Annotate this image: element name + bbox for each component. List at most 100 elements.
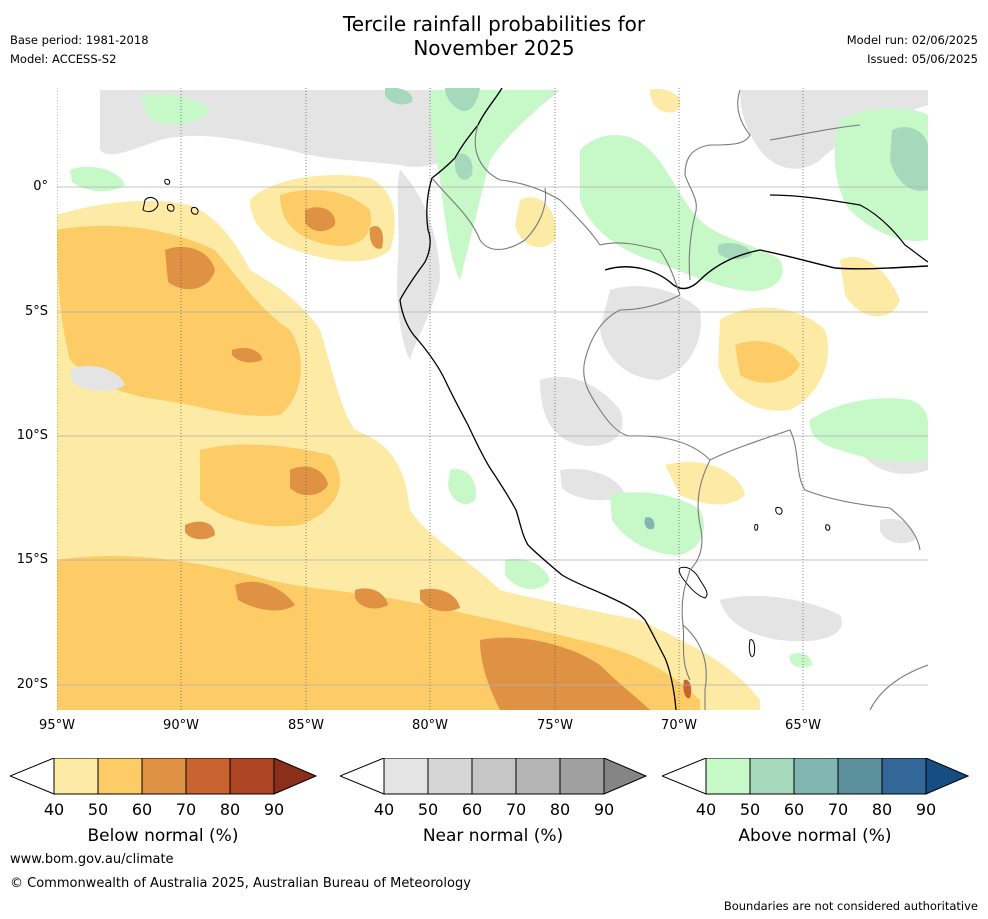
base-period: Base period: 1981-2018 <box>10 33 149 47</box>
legend-above-swatch-2 <box>749 758 795 795</box>
island-fernandina <box>164 178 171 185</box>
legend-near-swatch-4 <box>515 758 561 795</box>
legend-near-arrow-low <box>340 758 385 795</box>
near-normal-40-region-coast <box>397 170 440 360</box>
below-normal-70-layer <box>683 679 692 699</box>
legend-near-swatch-3 <box>471 758 517 795</box>
legend-below-tick-40: 40 <box>43 800 65 819</box>
lon-label-95w: 95°W <box>39 718 75 733</box>
legend-above-swatch-1 <box>705 758 751 795</box>
legend-above-swatch-4 <box>837 758 883 795</box>
amazon-river <box>604 249 928 290</box>
lat-label-5s: 5°S <box>24 304 48 319</box>
legend-above-tick-90: 90 <box>915 800 937 819</box>
below-normal-60-region-i <box>232 348 262 363</box>
lon-label-80w: 80°W <box>412 718 448 733</box>
meta-left: Base period: 1981-2018 Model: ACCESS-S2 <box>10 33 149 71</box>
below-normal-40-region-patch <box>650 89 681 113</box>
graticule <box>57 88 928 710</box>
lake-b <box>775 507 783 515</box>
island-san-cristobal <box>190 207 199 215</box>
legend-near-tick-80: 80 <box>549 800 571 819</box>
below-normal-60-region-f <box>420 588 460 612</box>
legend-near-swatch-2 <box>427 758 473 795</box>
model-run: Model run: 02/06/2025 <box>846 33 978 47</box>
border-colombia-ecuador-peru <box>474 124 681 296</box>
lat-label-15s: 15°S <box>16 552 48 567</box>
border-peru-bolivia <box>681 459 711 681</box>
near-normal-40-region-interior-b <box>540 376 623 446</box>
lat-label-20s: 20°S <box>16 677 48 692</box>
above-normal-50-layer <box>385 88 928 260</box>
legend-near-swatch-1 <box>383 758 429 795</box>
footer-disclaimer: Boundaries are not considered authoritat… <box>723 899 978 913</box>
legend-below-title: Below normal (%) <box>87 826 239 846</box>
legend-below-arrow-low <box>10 758 55 795</box>
above-normal-60-region-a <box>644 517 655 530</box>
legend-near-tick-70: 70 <box>505 800 527 819</box>
chart-title: Tercile rainfall probabilities for Novem… <box>0 12 988 60</box>
below-normal-60-region-j <box>369 226 384 249</box>
negro-river <box>769 194 928 263</box>
legend-above-normal <box>662 758 970 795</box>
legend-below-arrow-high <box>273 758 318 795</box>
legend-near-tick-90: 90 <box>593 800 615 819</box>
meta-right: Model run: 02/06/2025 Issued: 05/06/2025 <box>847 33 978 71</box>
legend-above-swatch-5 <box>881 758 927 795</box>
below-normal-60-region-h <box>305 207 336 232</box>
legend-below-swatch-2 <box>97 758 143 795</box>
below-normal-60-region-b <box>290 466 328 496</box>
coastline <box>399 88 677 710</box>
legend-below-tick-70: 70 <box>175 800 197 819</box>
below-normal-60-region-d <box>235 581 295 611</box>
border-paraguay <box>869 664 928 710</box>
near-normal-40-region-west <box>70 365 125 392</box>
lon-label-70w: 70°W <box>661 718 697 733</box>
above-normal-50-region-b <box>445 88 480 112</box>
legend-above-tick-60: 60 <box>783 800 805 819</box>
above-normal-50-region-e <box>455 153 473 180</box>
lon-label-75w: 75°W <box>537 718 573 733</box>
above-normal-40-region-south <box>505 558 550 590</box>
legend-near-normal <box>340 758 648 795</box>
lat-label-0: 0° <box>33 179 48 194</box>
map-area <box>57 88 928 710</box>
border-bolivia-brazil <box>709 429 921 551</box>
border-peru-brazil <box>583 294 711 461</box>
legend-near-tick-60: 60 <box>461 800 483 819</box>
legend-near-swatch-5 <box>559 758 605 795</box>
legend-above-arrow-high <box>925 758 970 795</box>
legend-below-swatch-1 <box>53 758 99 795</box>
above-normal-50-region-d <box>718 243 752 260</box>
legend-below-tick-90: 90 <box>263 800 285 819</box>
below-normal-40-region-north <box>515 197 556 248</box>
issued-date: Issued: 05/06/2025 <box>867 52 978 66</box>
border-ecuador-peru <box>431 177 547 250</box>
below-normal-50-region-pacific-north <box>57 225 301 417</box>
above-normal-60-layer <box>644 517 655 530</box>
above-normal-40-region-coast-south <box>448 469 476 505</box>
legend-above-tick-40: 40 <box>695 800 717 819</box>
footer-copyright: © Commonwealth of Australia 2025, Austra… <box>10 876 471 891</box>
above-normal-40-region-west <box>70 166 125 192</box>
legend-above-title: Above normal (%) <box>738 826 892 846</box>
legend-above-tick-50: 50 <box>739 800 761 819</box>
legend-below-swatch-4 <box>185 758 231 795</box>
border-colombia-venezuela <box>684 89 751 281</box>
above-normal-40-region-nw <box>140 94 210 125</box>
lake-titicaca <box>678 566 708 599</box>
legend-below-swatch-3 <box>141 758 187 795</box>
legend-below-tick-80: 80 <box>219 800 241 819</box>
lake-d <box>748 639 756 657</box>
footer-url[interactable]: www.bom.gov.au/climate <box>10 852 174 867</box>
lat-label-10s: 10°S <box>16 428 48 443</box>
below-normal-60-layer <box>165 207 650 710</box>
island-isabela <box>142 197 159 213</box>
above-normal-40-region-n-coast <box>430 90 555 280</box>
island-santa-cruz <box>166 204 175 212</box>
lon-label-65w: 65°W <box>785 718 821 733</box>
above-normal-40-region-misc <box>790 653 812 668</box>
near-normal-40-region-south <box>720 595 842 642</box>
above-normal-50-region-c <box>890 127 928 191</box>
